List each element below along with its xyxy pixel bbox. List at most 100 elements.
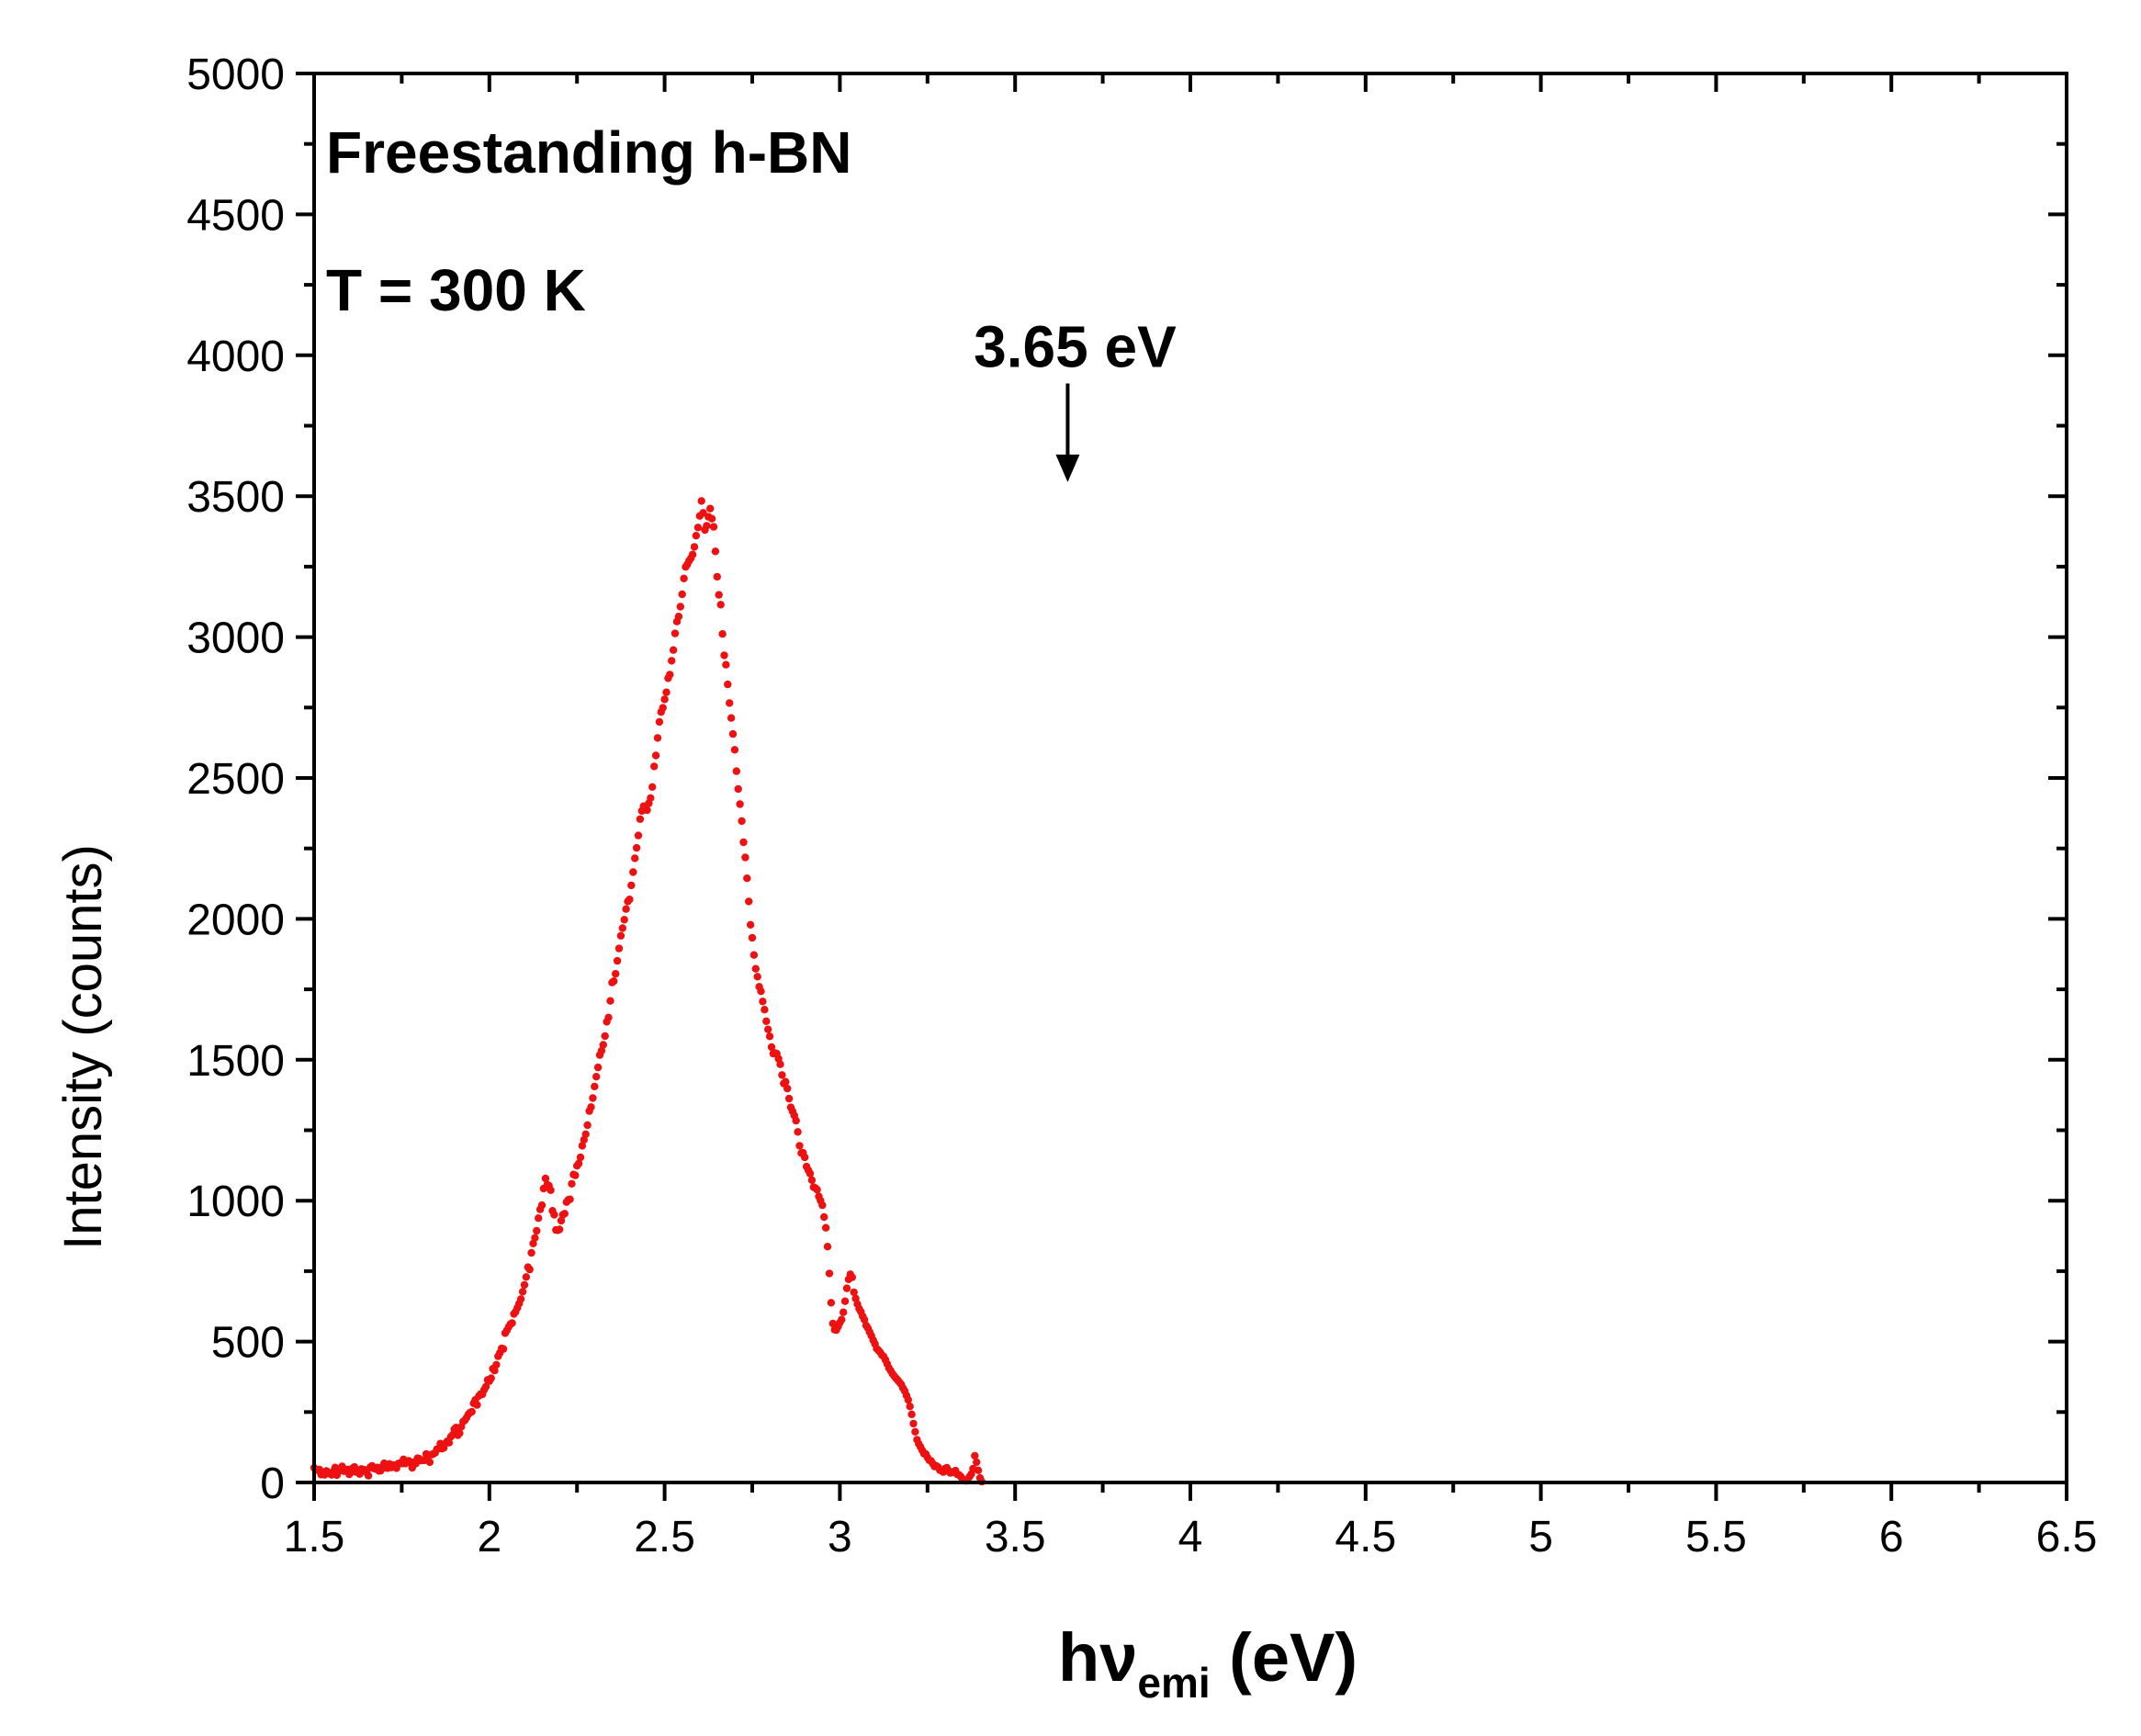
data-point xyxy=(550,1211,558,1219)
data-point xyxy=(557,1216,566,1225)
data-point xyxy=(823,1243,832,1251)
data-point xyxy=(618,924,626,932)
data-point xyxy=(487,1374,495,1382)
data-point xyxy=(670,629,680,637)
data-point xyxy=(655,717,664,727)
data-point xyxy=(651,751,660,760)
data-point xyxy=(589,1094,597,1102)
data-point xyxy=(527,1248,535,1257)
data-point xyxy=(555,1225,564,1234)
data-point xyxy=(738,817,746,826)
data-point xyxy=(707,514,716,523)
data-point xyxy=(610,977,618,986)
data-point xyxy=(697,497,705,505)
data-point xyxy=(578,1142,587,1150)
data-point xyxy=(718,630,727,638)
data-point xyxy=(825,1269,834,1278)
data-point xyxy=(678,590,686,599)
data-point xyxy=(693,524,703,532)
data-point xyxy=(909,1419,918,1428)
data-point xyxy=(767,1043,776,1052)
data-point xyxy=(724,680,732,689)
data-point xyxy=(709,523,718,531)
data-point xyxy=(751,964,760,973)
data-point xyxy=(736,800,744,808)
data-point xyxy=(776,1060,784,1068)
data-point xyxy=(490,1367,499,1375)
data-point xyxy=(631,854,639,862)
data-point xyxy=(761,1006,769,1014)
x-axis-title: hνemi (eV) xyxy=(1058,1619,1358,1707)
data-point xyxy=(508,1319,516,1327)
data-point xyxy=(581,1130,590,1139)
data-point xyxy=(518,1288,527,1296)
data-point xyxy=(612,970,620,978)
x-tick-label: 4 xyxy=(1178,1513,1203,1561)
data-point xyxy=(659,704,667,712)
data-point xyxy=(492,1360,501,1370)
data-point xyxy=(571,1171,580,1179)
data-point xyxy=(660,695,669,704)
data-point xyxy=(653,734,662,742)
y-tick-label: 1500 xyxy=(186,1037,285,1086)
data-point xyxy=(703,522,711,530)
data-point xyxy=(762,1017,771,1026)
data-point xyxy=(537,1201,547,1210)
data-point xyxy=(801,1153,809,1162)
data-point xyxy=(676,603,684,611)
data-point xyxy=(783,1084,792,1093)
data-point xyxy=(739,838,748,847)
y-tick-label: 0 xyxy=(260,1460,285,1508)
x-tick-label: 5 xyxy=(1528,1513,1553,1561)
data-point xyxy=(748,933,757,942)
data-point xyxy=(840,1297,850,1305)
data-point xyxy=(566,1195,574,1203)
x-tick-label: 5.5 xyxy=(1685,1513,1747,1561)
data-point xyxy=(591,1082,599,1091)
data-point xyxy=(481,1382,490,1391)
data-point xyxy=(974,1466,983,1475)
x-tick-label: 2 xyxy=(477,1513,501,1561)
data-point xyxy=(520,1280,529,1290)
data-point xyxy=(634,831,643,840)
data-point xyxy=(622,905,630,913)
data-point xyxy=(730,746,739,754)
data-point xyxy=(732,767,740,775)
data-point xyxy=(425,1458,434,1467)
data-point xyxy=(765,1032,774,1041)
data-point xyxy=(907,1410,916,1419)
data-point xyxy=(456,1429,464,1437)
data-point xyxy=(606,997,614,1005)
y-tick-label: 4000 xyxy=(186,333,285,381)
data-point xyxy=(614,944,624,953)
data-point xyxy=(601,1031,609,1041)
data-point xyxy=(792,1116,800,1125)
data-point xyxy=(749,951,759,959)
data-point xyxy=(848,1273,856,1281)
data-point xyxy=(468,1407,476,1416)
data-point xyxy=(860,1315,869,1324)
data-point xyxy=(647,794,655,802)
data-point xyxy=(574,1159,583,1167)
data-point xyxy=(541,1174,550,1183)
y-tick-label: 3500 xyxy=(186,473,285,522)
x-tick-label: 6 xyxy=(1879,1513,1904,1561)
data-point xyxy=(692,532,701,540)
plot-frame xyxy=(312,72,2068,1484)
sample-label: Freestanding h-BN xyxy=(326,119,851,186)
data-point xyxy=(716,601,725,609)
data-point xyxy=(807,1176,817,1185)
data-point xyxy=(648,783,657,791)
y-tick-label: 1000 xyxy=(186,1178,285,1226)
data-point xyxy=(727,714,736,722)
data-point xyxy=(364,1471,373,1480)
data-point xyxy=(741,853,749,862)
data-point xyxy=(722,660,730,669)
data-point xyxy=(680,574,688,582)
data-point xyxy=(445,1438,454,1447)
y-tick-label: 2500 xyxy=(186,755,285,804)
y-tick-label: 2000 xyxy=(186,896,285,944)
data-point xyxy=(662,688,670,696)
x-tick-label: 3.5 xyxy=(985,1513,1046,1561)
data-point xyxy=(713,572,721,581)
